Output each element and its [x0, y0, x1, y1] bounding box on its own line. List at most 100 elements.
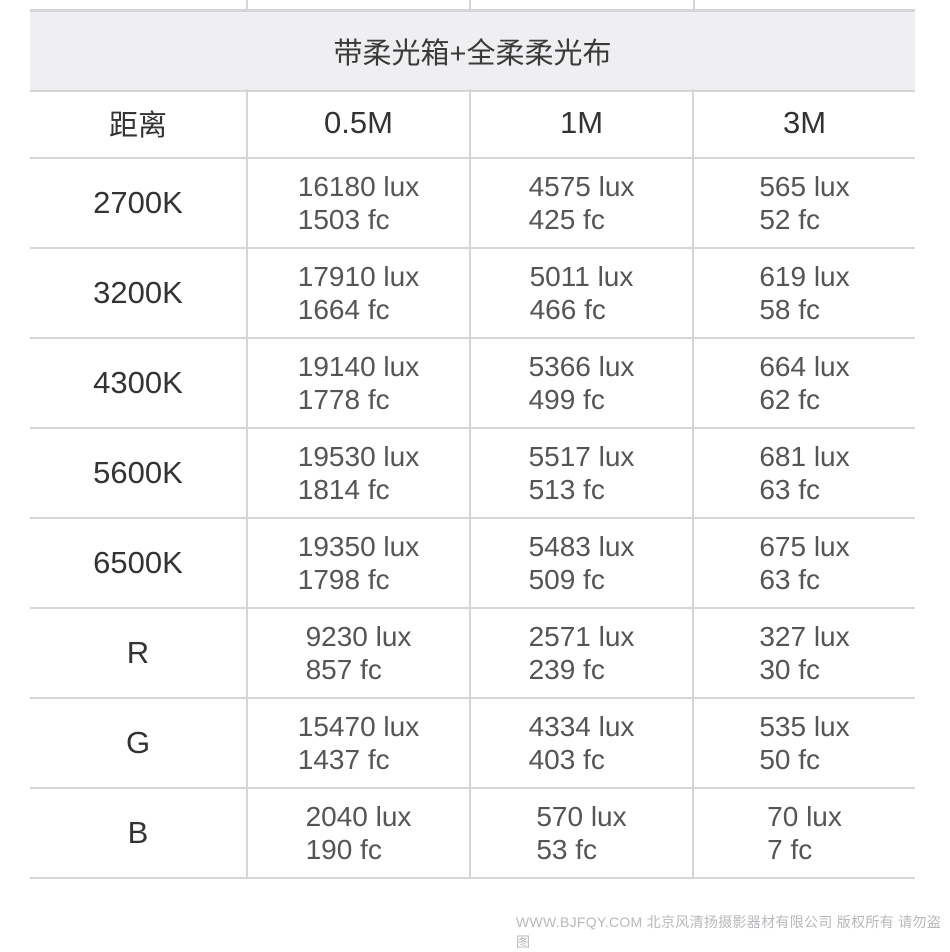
lux-value: 9230 lux	[305, 621, 412, 652]
row-label: 4300K	[30, 338, 247, 429]
value-cell: 4575 lux 425 fc	[469, 158, 693, 249]
value-cell: 565 lux 52 fc	[692, 158, 915, 249]
lux-value: 4334 lux	[528, 711, 635, 742]
value-group: 5517 lux 513 fc	[529, 440, 635, 506]
value-group: 19350 lux 1798 fc	[298, 530, 419, 596]
table-row: G 15470 lux 1437 fc 4334 lux 403 fc 535 lux 50…	[30, 698, 915, 789]
row-label: G	[30, 698, 247, 789]
value-group: 5366 lux 499 fc	[529, 350, 635, 416]
value-cell: 570 lux 53 fc	[469, 788, 693, 879]
value-cell: 664 lux 62 fc	[692, 338, 915, 429]
lux-value: 16180 lux	[297, 171, 420, 202]
fc-value: 1664 fc	[297, 294, 390, 325]
fc-value: 52 fc	[759, 204, 821, 235]
fc-value: 499 fc	[528, 384, 605, 415]
lux-value: 535 lux	[759, 711, 850, 742]
fc-value: 58 fc	[759, 294, 821, 325]
lux-value: 619 lux	[759, 261, 850, 292]
column-divider	[246, 0, 248, 10]
lux-value: 5517 lux	[528, 441, 635, 472]
value-cell: 17910 lux 1664 fc	[246, 248, 470, 339]
table-row: 5600K 19530 lux 1814 fc 5517 lux 513 fc 681 l…	[30, 428, 915, 519]
lux-value: 15470 lux	[297, 711, 420, 742]
lux-value: 4575 lux	[528, 171, 635, 202]
value-cell: 70 lux 7 fc	[692, 788, 915, 879]
header-3m: 3M	[692, 89, 915, 159]
column-divider	[469, 0, 471, 10]
illuminance-table: 距离 0.5M 1M 3M 2700K 16180 lux 1503 fc 4575 …	[30, 89, 915, 879]
lux-value: 565 lux	[759, 171, 850, 202]
value-cell: 681 lux 63 fc	[692, 428, 915, 519]
lux-value: 2571 lux	[528, 621, 635, 652]
value-group: 5011 lux 466 fc	[530, 260, 634, 326]
lux-value: 681 lux	[759, 441, 850, 472]
value-group: 16180 lux 1503 fc	[298, 170, 419, 236]
value-cell: 9230 lux 857 fc	[246, 608, 470, 699]
header-0-5m: 0.5M	[246, 89, 470, 159]
value-group: 2040 lux 190 fc	[306, 800, 412, 866]
lux-value: 570 lux	[536, 801, 627, 832]
fc-value: 403 fc	[528, 744, 605, 775]
value-cell: 19140 lux 1778 fc	[246, 338, 470, 429]
fc-value: 1778 fc	[297, 384, 390, 415]
header-row: 距离 0.5M 1M 3M	[30, 89, 915, 159]
value-group: 570 lux 53 fc	[536, 800, 626, 866]
row-label: 2700K	[30, 158, 247, 249]
value-group: 565 lux 52 fc	[759, 170, 849, 236]
table-row: 6500K 19350 lux 1798 fc 5483 lux 509 fc 675 l…	[30, 518, 915, 609]
table-row: 4300K 19140 lux 1778 fc 5366 lux 499 fc 664 l…	[30, 338, 915, 429]
value-group: 664 lux 62 fc	[759, 350, 849, 416]
fc-value: 513 fc	[528, 474, 605, 505]
fc-value: 63 fc	[759, 564, 821, 595]
fc-value: 1503 fc	[297, 204, 390, 235]
value-group: 17910 lux 1664 fc	[298, 260, 419, 326]
lux-value: 19140 lux	[297, 351, 420, 382]
value-cell: 619 lux 58 fc	[692, 248, 915, 339]
fc-value: 53 fc	[536, 834, 598, 865]
value-cell: 2040 lux 190 fc	[246, 788, 470, 879]
row-label: 3200K	[30, 248, 247, 339]
value-cell: 16180 lux 1503 fc	[246, 158, 470, 249]
value-cell: 15470 lux 1437 fc	[246, 698, 470, 789]
lux-value: 17910 lux	[297, 261, 420, 292]
fc-value: 30 fc	[759, 654, 821, 685]
value-group: 19530 lux 1814 fc	[298, 440, 419, 506]
value-group: 681 lux 63 fc	[759, 440, 849, 506]
value-cell: 2571 lux 239 fc	[469, 608, 693, 699]
watermark: WWW.BJFQY.COM 北京风清扬摄影器材有限公司 版权所有 请勿盗图	[516, 914, 942, 950]
fc-value: 7 fc	[767, 834, 813, 865]
fc-value: 50 fc	[759, 744, 821, 775]
value-cell: 4334 lux 403 fc	[469, 698, 693, 789]
value-group: 70 lux 7 fc	[767, 800, 842, 866]
fc-value: 466 fc	[529, 294, 606, 325]
table-title: 带柔光箱+全柔柔光布	[30, 9, 915, 92]
lux-value: 675 lux	[759, 531, 850, 562]
fc-value: 1437 fc	[297, 744, 390, 775]
table-row: B 2040 lux 190 fc 570 lux 53 fc 70 lux 7 fc	[30, 788, 915, 879]
lux-value: 664 lux	[759, 351, 850, 382]
value-group: 5483 lux 509 fc	[529, 530, 635, 596]
value-group: 19140 lux 1778 fc	[298, 350, 419, 416]
value-cell: 327 lux 30 fc	[692, 608, 915, 699]
fc-value: 63 fc	[759, 474, 821, 505]
value-cell: 675 lux 63 fc	[692, 518, 915, 609]
fc-value: 1814 fc	[297, 474, 390, 505]
row-label: 6500K	[30, 518, 247, 609]
value-cell: 5483 lux 509 fc	[469, 518, 693, 609]
value-cell: 5366 lux 499 fc	[469, 338, 693, 429]
value-group: 15470 lux 1437 fc	[298, 710, 419, 776]
table-row: 3200K 17910 lux 1664 fc 5011 lux 466 fc 619 l…	[30, 248, 915, 339]
lux-value: 5011 lux	[529, 261, 634, 292]
value-group: 4334 lux 403 fc	[529, 710, 635, 776]
table-row: 2700K 16180 lux 1503 fc 4575 lux 425 fc 565 l…	[30, 158, 915, 249]
value-group: 2571 lux 239 fc	[529, 620, 635, 686]
value-cell: 19350 lux 1798 fc	[246, 518, 470, 609]
fc-value: 239 fc	[528, 654, 605, 685]
lux-value: 327 lux	[759, 621, 850, 652]
table-row: R 9230 lux 857 fc 2571 lux 239 fc 327 lux 30 f…	[30, 608, 915, 699]
fc-value: 509 fc	[528, 564, 605, 595]
value-cell: 19530 lux 1814 fc	[246, 428, 470, 519]
header-distance: 距离	[30, 89, 247, 159]
value-group: 9230 lux 857 fc	[306, 620, 412, 686]
row-label: B	[30, 788, 247, 879]
